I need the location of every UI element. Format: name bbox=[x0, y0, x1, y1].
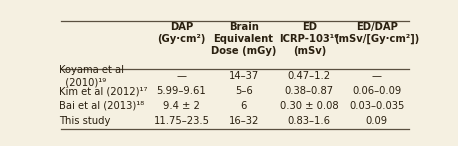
Text: —: — bbox=[372, 71, 382, 81]
Text: 16–32: 16–32 bbox=[229, 116, 259, 126]
Text: Kim et al (2012)¹⁷: Kim et al (2012)¹⁷ bbox=[59, 86, 147, 96]
Text: 11.75–23.5: 11.75–23.5 bbox=[153, 116, 209, 126]
Text: 5–6: 5–6 bbox=[234, 86, 252, 96]
Text: 0.30 ± 0.08: 0.30 ± 0.08 bbox=[280, 101, 338, 111]
Text: —: — bbox=[176, 71, 186, 81]
Text: 14–37: 14–37 bbox=[229, 71, 259, 81]
Text: ED/DAP
(mSv/[Gy·cm²]): ED/DAP (mSv/[Gy·cm²]) bbox=[334, 22, 420, 44]
Text: 0.06–0.09: 0.06–0.09 bbox=[352, 86, 401, 96]
Text: 0.03–0.035: 0.03–0.035 bbox=[349, 101, 404, 111]
Text: DAP
(Gy·cm²): DAP (Gy·cm²) bbox=[157, 22, 206, 44]
Text: This study: This study bbox=[59, 116, 110, 126]
Text: 5.99–9.61: 5.99–9.61 bbox=[157, 86, 207, 96]
Text: 0.47–1.2: 0.47–1.2 bbox=[288, 71, 331, 81]
Text: 9.4 ± 2: 9.4 ± 2 bbox=[163, 101, 200, 111]
Text: Koyama et al
  (2010)¹⁹: Koyama et al (2010)¹⁹ bbox=[59, 65, 124, 87]
Text: Brain
Equivalent
Dose (mGy): Brain Equivalent Dose (mGy) bbox=[211, 22, 276, 56]
Text: 0.83–1.6: 0.83–1.6 bbox=[288, 116, 331, 126]
Text: Bai et al (2013)¹⁸: Bai et al (2013)¹⁸ bbox=[59, 101, 144, 111]
Text: 6: 6 bbox=[240, 101, 247, 111]
Text: 0.09: 0.09 bbox=[365, 116, 388, 126]
Text: 0.38–0.87: 0.38–0.87 bbox=[285, 86, 334, 96]
Text: ED
ICRP-103¹⁶
(mSv): ED ICRP-103¹⁶ (mSv) bbox=[279, 22, 339, 56]
